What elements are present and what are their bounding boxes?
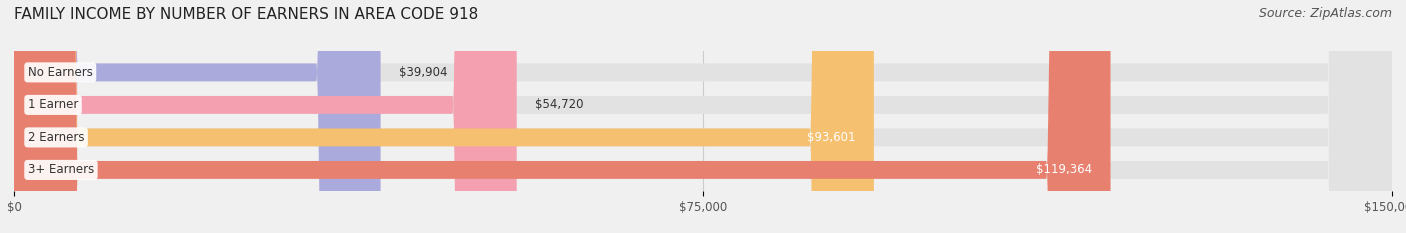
FancyBboxPatch shape <box>14 0 1392 233</box>
Text: $54,720: $54,720 <box>536 98 583 111</box>
Text: FAMILY INCOME BY NUMBER OF EARNERS IN AREA CODE 918: FAMILY INCOME BY NUMBER OF EARNERS IN AR… <box>14 7 478 22</box>
Text: 1 Earner: 1 Earner <box>28 98 79 111</box>
Text: No Earners: No Earners <box>28 66 93 79</box>
Text: $119,364: $119,364 <box>1036 163 1092 176</box>
Text: $93,601: $93,601 <box>807 131 855 144</box>
FancyBboxPatch shape <box>14 0 1392 233</box>
Text: Source: ZipAtlas.com: Source: ZipAtlas.com <box>1258 7 1392 20</box>
FancyBboxPatch shape <box>14 0 381 233</box>
Text: 3+ Earners: 3+ Earners <box>28 163 94 176</box>
FancyBboxPatch shape <box>14 0 1111 233</box>
FancyBboxPatch shape <box>14 0 517 233</box>
FancyBboxPatch shape <box>14 0 875 233</box>
FancyBboxPatch shape <box>14 0 1392 233</box>
Text: 2 Earners: 2 Earners <box>28 131 84 144</box>
Text: $39,904: $39,904 <box>399 66 447 79</box>
FancyBboxPatch shape <box>14 0 1392 233</box>
